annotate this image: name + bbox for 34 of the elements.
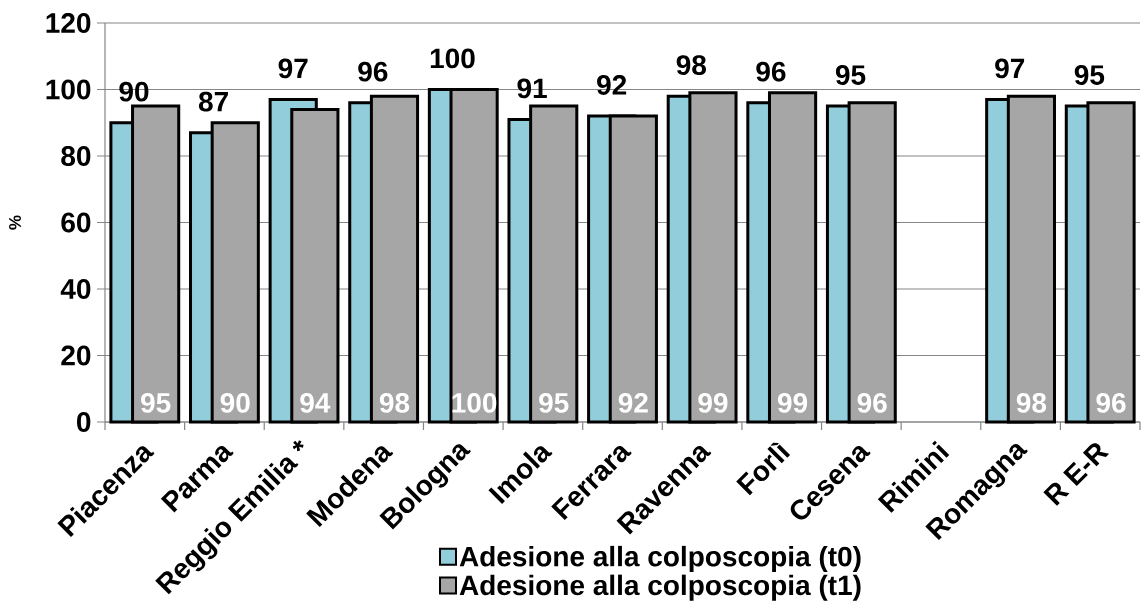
- data-label: 100: [430, 48, 475, 69]
- data-label: 95: [835, 65, 866, 85]
- data-label: 98: [1016, 392, 1047, 413]
- legend-label: Adesione alla colposcopia (t0): [459, 545, 861, 572]
- y-tick-label: 80: [61, 146, 91, 166]
- data-label: 95: [539, 392, 569, 413]
- data-label: 90: [220, 392, 250, 413]
- data-label: 98: [676, 55, 706, 75]
- data-label: 96: [857, 392, 887, 413]
- y-tick-label: 120: [46, 13, 91, 33]
- data-label: 87: [198, 91, 228, 112]
- data-label: 90: [119, 81, 149, 102]
- legend-label: Adesione alla colposcopia (t1): [459, 574, 861, 601]
- x-tick-label: R E-R: [1043, 443, 1110, 506]
- y-tick-label: 60: [61, 212, 91, 233]
- data-label: 92: [618, 392, 648, 413]
- y-tick-label: 100: [46, 79, 91, 100]
- y-tick-label: 40: [60, 279, 91, 299]
- data-label: 94: [300, 392, 331, 413]
- data-label: 95: [141, 392, 171, 413]
- data-label: 96: [358, 61, 388, 82]
- y-axis-title: %: [9, 215, 21, 230]
- data-label: 99: [698, 392, 728, 413]
- data-label: 99: [777, 392, 808, 413]
- data-label: 98: [379, 392, 410, 413]
- y-tick-label: 0: [77, 412, 91, 432]
- data-label: 92: [597, 75, 627, 95]
- data-label: 96: [756, 61, 786, 82]
- data-label: 97: [278, 58, 308, 79]
- data-label: 91: [517, 78, 547, 99]
- y-tick-label: 20: [61, 345, 91, 366]
- data-label: 96: [1096, 392, 1126, 413]
- data-label: 97: [995, 58, 1025, 79]
- data-label: 95: [1074, 65, 1105, 85]
